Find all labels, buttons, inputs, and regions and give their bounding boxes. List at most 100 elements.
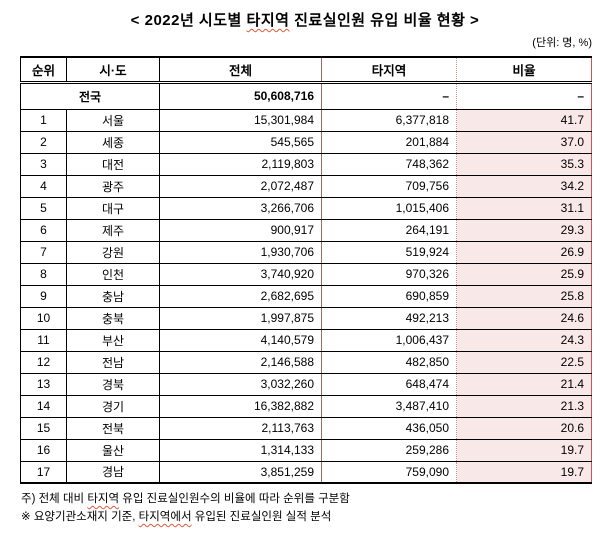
other-region-cell: 759,090 [321,461,457,484]
col-header-rank: 순위 [20,57,67,84]
ratio-cell: 29.3 [456,219,592,242]
footnote-analysis-basis: ※ 요양기관소재지 기준, 타지역에서 유입된 진료실인원 실적 분석 [21,509,610,527]
region-cell: 세종 [66,131,160,154]
other-region-cell: 1,015,406 [321,197,457,220]
other-region-cell: 259,286 [321,439,457,462]
rank-cell: 5 [20,197,67,220]
footnote-text: ※ 요양기관소재지 기준, [21,510,139,523]
region-cell: 대전 [66,153,160,176]
table-row: 17 경남 3,851,259 759,090 19.7 [20,461,592,484]
rank-cell: 8 [20,263,67,286]
ratio-cell: 19.7 [456,439,592,462]
rank-cell: 7 [20,241,67,264]
other-region-cell: 748,362 [321,153,457,176]
total-cell: 2,113,763 [159,417,322,440]
region-cell: 충북 [66,307,160,330]
ratio-cell: 22.5 [456,351,592,374]
rank-cell: 3 [20,153,67,176]
footnotes: 주) 전체 대비 타지역 유입 진료실인원수의 비율에 따라 순위를 구분함 ※… [21,491,610,527]
other-region-cell: 3,487,410 [321,395,457,418]
other-region-cell: 436,050 [321,417,457,440]
ratio-cell: 20.6 [456,417,592,440]
ratio-cell: 34.2 [456,175,592,198]
col-header-region: 시·도 [66,57,160,84]
col-header-ratio: 비율 [456,57,592,84]
summary-ratio-cell: – [456,82,592,110]
rank-cell: 9 [20,285,67,308]
other-region-cell: 6,377,818 [321,109,457,132]
footnote-spellcheck-word: 타지역 [87,493,120,505]
total-cell: 16,382,882 [159,395,322,418]
ratio-cell: 35.3 [456,153,592,176]
other-region-cell: 1,006,437 [321,329,457,352]
table-row: 4 광주 2,072,487 709,756 34.2 [20,175,592,198]
rank-cell: 17 [20,461,67,484]
title-spellcheck-word: 타지역 [246,12,290,29]
document-title: < 2022년 시도별 타지역 진료실인원 유입 비율 현황 > [0,9,610,30]
inflow-ratio-table: 순위 시·도 전체 타지역 비율 전국 50,608,716 – – 1 서울 15… [20,56,592,484]
table-row: 14 경기 16,382,882 3,487,410 21.3 [20,395,592,418]
other-region-cell: 648,474 [321,373,457,396]
table-row: 16 울산 1,314,133 259,286 19.7 [20,439,592,462]
region-cell: 제주 [66,219,160,242]
region-cell: 전북 [66,417,160,440]
ratio-cell: 24.6 [456,307,592,330]
footnote-spellcheck-word: 타지역에서 [138,510,192,523]
rank-cell: 13 [20,373,67,396]
rank-cell: 2 [20,131,67,154]
total-cell: 15,301,984 [159,109,322,132]
footnote-rank-criteria: 주) 전체 대비 타지역 유입 진료실인원수의 비율에 따라 순위를 구분함 [21,491,610,509]
rank-cell: 11 [20,329,67,352]
total-cell: 2,072,487 [159,175,322,198]
total-cell: 900,917 [159,219,322,242]
total-cell: 3,851,259 [159,461,322,484]
total-cell: 545,565 [159,131,322,154]
table-row: 8 인천 3,740,920 970,326 25.9 [20,263,592,286]
unit-note: (단위: 명, %) [532,37,592,49]
total-cell: 1,997,875 [159,307,322,330]
total-cell: 3,266,706 [159,197,322,220]
ratio-cell: 25.9 [456,263,592,286]
region-cell: 광주 [66,175,160,198]
other-region-cell: 709,756 [321,175,457,198]
region-cell: 충남 [66,285,160,308]
rank-cell: 15 [20,417,67,440]
ratio-cell: 21.4 [456,373,592,396]
col-header-total: 전체 [159,57,322,84]
summary-total-cell: 50,608,716 [159,82,322,110]
ratio-cell: 26.9 [456,241,592,264]
other-region-cell: 201,884 [321,131,457,154]
ratio-cell: 31.1 [456,197,592,220]
table-row: 11 부산 4,140,579 1,006,437 24.3 [20,329,592,352]
region-cell: 경북 [66,373,160,396]
table-row: 2 세종 545,565 201,884 37.0 [20,131,592,154]
other-region-cell: 492,213 [321,307,457,330]
ratio-cell: 25.8 [456,285,592,308]
total-cell: 2,682,695 [159,285,322,308]
table-row: 9 충남 2,682,695 690,859 25.8 [20,285,592,308]
region-cell: 울산 [66,439,160,462]
total-cell: 3,740,920 [159,263,322,286]
summary-label-cell: 전국 [20,82,160,110]
other-region-cell: 970,326 [321,263,457,286]
region-cell: 경기 [66,395,160,418]
ratio-cell: 19.7 [456,461,592,484]
total-cell: 1,930,706 [159,241,322,264]
col-header-other-region: 타지역 [321,57,457,84]
region-cell: 서울 [66,109,160,132]
rank-cell: 16 [20,439,67,462]
title-text: < 2022년 시도별 [130,12,247,29]
title-text: 진료실인원 유입 비율 현황 > [289,12,480,29]
rank-cell: 4 [20,175,67,198]
ratio-cell: 41.7 [456,109,592,132]
table-row: 7 강원 1,930,706 519,924 26.9 [20,241,592,264]
ratio-cell: 21.3 [456,395,592,418]
total-cell: 3,032,260 [159,373,322,396]
rank-cell: 10 [20,307,67,330]
total-cell: 1,314,133 [159,439,322,462]
region-cell: 인천 [66,263,160,286]
footnote-text: 유입된 진료실인원 실적 분석 [191,510,332,523]
total-cell: 2,146,588 [159,351,322,374]
region-cell: 경남 [66,461,160,484]
summary-row-nationwide: 전국 50,608,716 – – [20,82,592,110]
